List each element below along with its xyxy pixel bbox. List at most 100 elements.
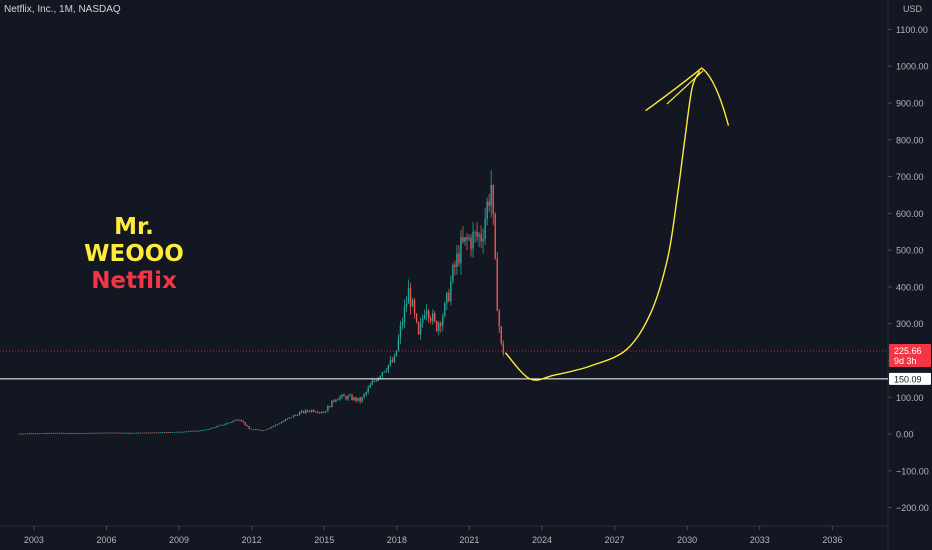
candle-body [432,313,434,322]
candle [161,432,164,433]
candle [262,430,265,432]
candle-body [173,431,176,433]
candle [224,423,226,426]
candle-body [157,432,160,434]
candle-body [498,310,500,327]
candle-body [317,412,319,413]
candle [18,433,21,435]
candle-body [306,410,309,412]
candle [26,433,29,435]
candle [389,355,392,367]
price-tick-label: 800.00 [896,135,924,145]
candle [105,432,107,434]
currency-label[interactable]: USD [902,4,922,14]
candle [432,309,434,325]
candle [139,432,142,434]
chart-gridlines [0,0,889,550]
time-axis[interactable]: 2003 2006 2009 2012 2015 2018 2021 2024 2027 2030… [24,526,843,545]
candle [232,420,234,423]
candle [159,432,162,434]
candle [373,379,375,383]
candle-body [38,433,41,434]
candle [393,353,396,364]
candle-body [397,338,400,351]
candle [131,432,133,434]
candle-body [450,281,452,302]
candle [234,419,236,421]
candle-body [204,429,206,431]
candle [472,222,474,258]
candle [466,233,468,251]
candle-body [236,419,238,421]
candle-body [50,432,53,434]
candle [111,432,113,434]
candle-body [448,292,450,302]
candle [450,275,452,306]
candle-body [284,419,287,421]
candle [101,432,103,434]
candle-body [353,397,355,401]
candle [123,432,125,434]
candle [294,414,297,416]
candle [252,429,254,431]
candle-body [30,433,33,435]
candle-body [135,432,138,434]
candle [411,297,414,307]
candle [198,430,200,432]
candle [157,432,160,434]
annotation-drawing [505,67,730,381]
candle [272,425,275,428]
candle [141,432,144,434]
candle [357,398,359,402]
candle-body [274,424,277,426]
candle [20,433,23,435]
candle [500,326,502,346]
candle [292,414,295,418]
candle [34,433,37,435]
candle-body [282,420,285,423]
candle-body [347,395,349,400]
candle-body [65,433,67,434]
candle-body [177,431,180,433]
candle-body [403,306,406,323]
candle-body [333,400,335,402]
candle [99,432,101,434]
candlestick-series [18,170,504,435]
candle-body [46,433,49,434]
candle-body [292,415,295,418]
candle-body [413,299,416,314]
candle-body [192,430,194,432]
candle-body [425,310,428,316]
candle-body [95,432,97,434]
brand-name: Mr. WEOOO [84,214,184,267]
candle-body [163,432,166,433]
candle-body [296,414,299,416]
candle [93,432,95,434]
candle-body [339,396,341,400]
candle [321,411,323,414]
candle [304,409,307,415]
candle-body [145,432,148,434]
candle-body [113,432,115,434]
candle [63,432,65,434]
candle [353,396,355,401]
candle [421,314,424,328]
candle [196,430,198,432]
candle-body [147,432,150,434]
candle [434,310,436,324]
candle-body [488,201,490,206]
candle-body [220,424,222,426]
price-axis[interactable]: 1100.00 1000.00 900.00 800.00 700.00 600.00 50… [888,25,929,513]
candle-body [155,432,158,434]
candle [478,231,480,248]
candle-body [434,313,436,322]
candle-body [379,376,381,378]
candle [169,432,172,433]
candle [214,427,216,429]
candle [365,391,367,397]
candle [77,433,79,434]
candle [246,424,248,427]
candle [488,193,490,213]
candle-body [181,431,184,433]
